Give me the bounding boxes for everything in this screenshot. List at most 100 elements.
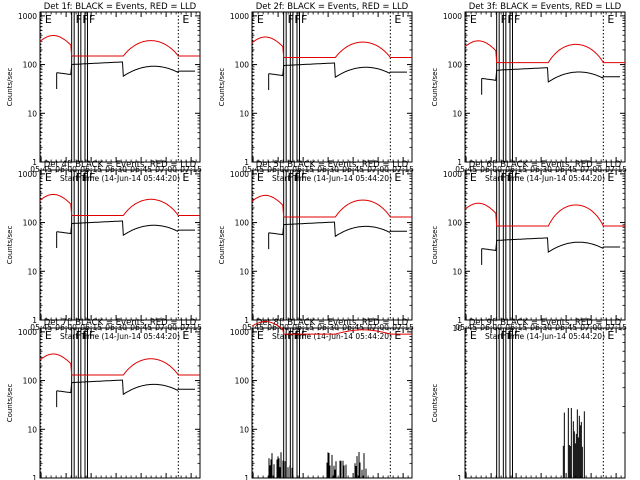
y-tick-label: 1000: [18, 170, 37, 179]
marker-label-F: F: [89, 329, 95, 342]
chart-title: Det 7f: BLACK = Events, RED = LLD: [44, 318, 197, 328]
marker-label-E: E: [470, 13, 477, 26]
marker-label-E: E: [257, 171, 264, 184]
plot-frame: [39, 169, 201, 321]
y-axis-label: Counts/sec: [431, 226, 439, 265]
plot-frame: [464, 169, 626, 321]
y-tick-label: 100: [235, 61, 250, 70]
marker-label-E: E: [182, 171, 189, 184]
x-axis-label: Start Time (14-Jun-14 05:44:20): [60, 332, 180, 341]
chart-panel-2: Det 2f: BLACK = Events, RED = LLD Counts/…: [218, 2, 414, 183]
chart-panel-9: Det 9f: BLACK = Events, RED = LLD Counts/…: [431, 318, 626, 480]
y-tick-label: 1000: [230, 328, 249, 337]
marker-label-E: E: [394, 13, 401, 26]
y-tick-label: 100: [235, 219, 250, 228]
marker-label-E: E: [470, 329, 477, 342]
chart-title: Det 8f: BLACK = Events, RED = LLD: [256, 318, 409, 328]
y-tick-label: 100: [448, 219, 463, 228]
marker-label-F: F: [514, 171, 520, 184]
chart-panel-1: Det 1f: BLACK = Events, RED = LLD Counts/…: [6, 2, 202, 183]
marker-label-F: F: [301, 329, 307, 342]
y-tick-label: 1: [244, 474, 249, 480]
marker-label-E: E: [45, 329, 52, 342]
series-lld-line: [251, 321, 412, 335]
y-tick-label: 1: [32, 316, 37, 325]
chart-panel-6: Det 6f: BLACK = Events, RED = LLD Counts/…: [431, 160, 627, 341]
y-axis-label: Counts/sec: [431, 68, 439, 107]
y-tick-label: 100: [23, 377, 38, 386]
y-tick-label: 10: [239, 267, 249, 276]
marker-label-E: E: [257, 329, 264, 342]
y-tick-label: 1000: [18, 328, 37, 337]
marker-label-F: F: [301, 171, 307, 184]
marker-label-E: E: [182, 13, 189, 26]
y-tick-label: 10: [452, 324, 462, 333]
y-tick-label: 1: [457, 158, 462, 167]
chart-panel-8: Det 8f: BLACK = Events, RED = LLD Start T…: [230, 318, 413, 480]
series-events-line: [56, 379, 195, 396]
marker-label-F: F: [514, 329, 520, 342]
marker-label-E: E: [394, 329, 401, 342]
y-tick-label: 1: [32, 474, 37, 480]
series-lld-line: [39, 35, 200, 57]
x-axis-label: Start Time (14-Jun-14 05:44:20): [485, 332, 605, 341]
series-lld-line: [251, 36, 412, 58]
chart-panel-3: Det 3f: BLACK = Events, RED = LLD Counts/…: [431, 2, 627, 183]
marker-label-E: E: [470, 171, 477, 184]
plot-frame: [39, 11, 201, 163]
y-tick-label: 1000: [443, 12, 462, 21]
y-tick-label: 100: [448, 61, 463, 70]
plot-frame: [464, 327, 626, 479]
marker-label-F: F: [514, 13, 520, 26]
series-lld-line: [464, 202, 625, 227]
y-tick-label: 10: [239, 425, 249, 434]
y-axis-label: Counts/sec: [431, 384, 439, 423]
series-events-line: [268, 221, 407, 238]
x-axis-label: Start Time (14-Jun-14 05:44:20): [272, 174, 392, 183]
y-tick-label: 10: [452, 109, 462, 118]
y-tick-label: 1000: [443, 170, 462, 179]
y-tick-label: 10: [452, 267, 462, 276]
marker-label-F: F: [89, 171, 95, 184]
series-events-line: [56, 220, 195, 237]
y-axis-label: Counts/sec: [218, 226, 226, 265]
y-axis-label: Counts/sec: [6, 226, 14, 265]
marker-label-E: E: [607, 329, 614, 342]
y-tick-label: 100: [23, 61, 38, 70]
y-tick-label: 1000: [230, 170, 249, 179]
y-tick-label: 1: [457, 474, 462, 480]
y-tick-label: 1000: [230, 12, 249, 21]
x-axis-label: Start Time (14-Jun-14 05:44:20): [60, 174, 180, 183]
series-lld-line: [251, 194, 412, 218]
marker-label-F: F: [301, 13, 307, 26]
chart-title: Det 2f: BLACK = Events, RED = LLD: [256, 2, 409, 12]
marker-label-E: E: [257, 13, 264, 26]
y-tick-label: 10: [27, 109, 37, 118]
chart-panel-4: Det 4f: BLACK = Events, RED = LLD Counts/…: [6, 160, 202, 341]
y-tick-label: 1: [244, 158, 249, 167]
y-tick-label: 100: [235, 377, 250, 386]
marker-label-E: E: [45, 171, 52, 184]
y-tick-label: 10: [27, 267, 37, 276]
y-axis-label: Counts/sec: [6, 384, 14, 423]
plot-frame: [464, 11, 626, 163]
y-tick-label: 1000: [18, 12, 37, 21]
plot-frame: [251, 11, 413, 163]
marker-label-E: E: [182, 329, 189, 342]
chart-panel-5: Det 5f: BLACK = Events, RED = LLD Counts/…: [218, 160, 414, 341]
plot-frame: [39, 327, 201, 479]
plot-frame: [251, 169, 413, 321]
y-tick-label: 1: [244, 316, 249, 325]
x-axis-label: Start Time (14-Jun-14 05:44:20): [272, 332, 392, 341]
y-tick-label: 1: [32, 158, 37, 167]
chart-title: Det 5f: BLACK = Events, RED = LLD: [256, 160, 409, 170]
marker-label-E: E: [607, 171, 614, 184]
series-events-line: [268, 62, 407, 79]
series-events-line: [481, 67, 620, 83]
chart-title: Det 4f: BLACK = Events, RED = LLD: [44, 160, 197, 170]
marker-label-E: E: [607, 13, 614, 26]
chart-panel-7: Det 7f: BLACK = Events, RED = LLD Counts/…: [6, 318, 201, 480]
x-axis-label: Start Time (14-Jun-14 05:44:20): [485, 174, 605, 183]
series-lld-line: [39, 353, 200, 376]
